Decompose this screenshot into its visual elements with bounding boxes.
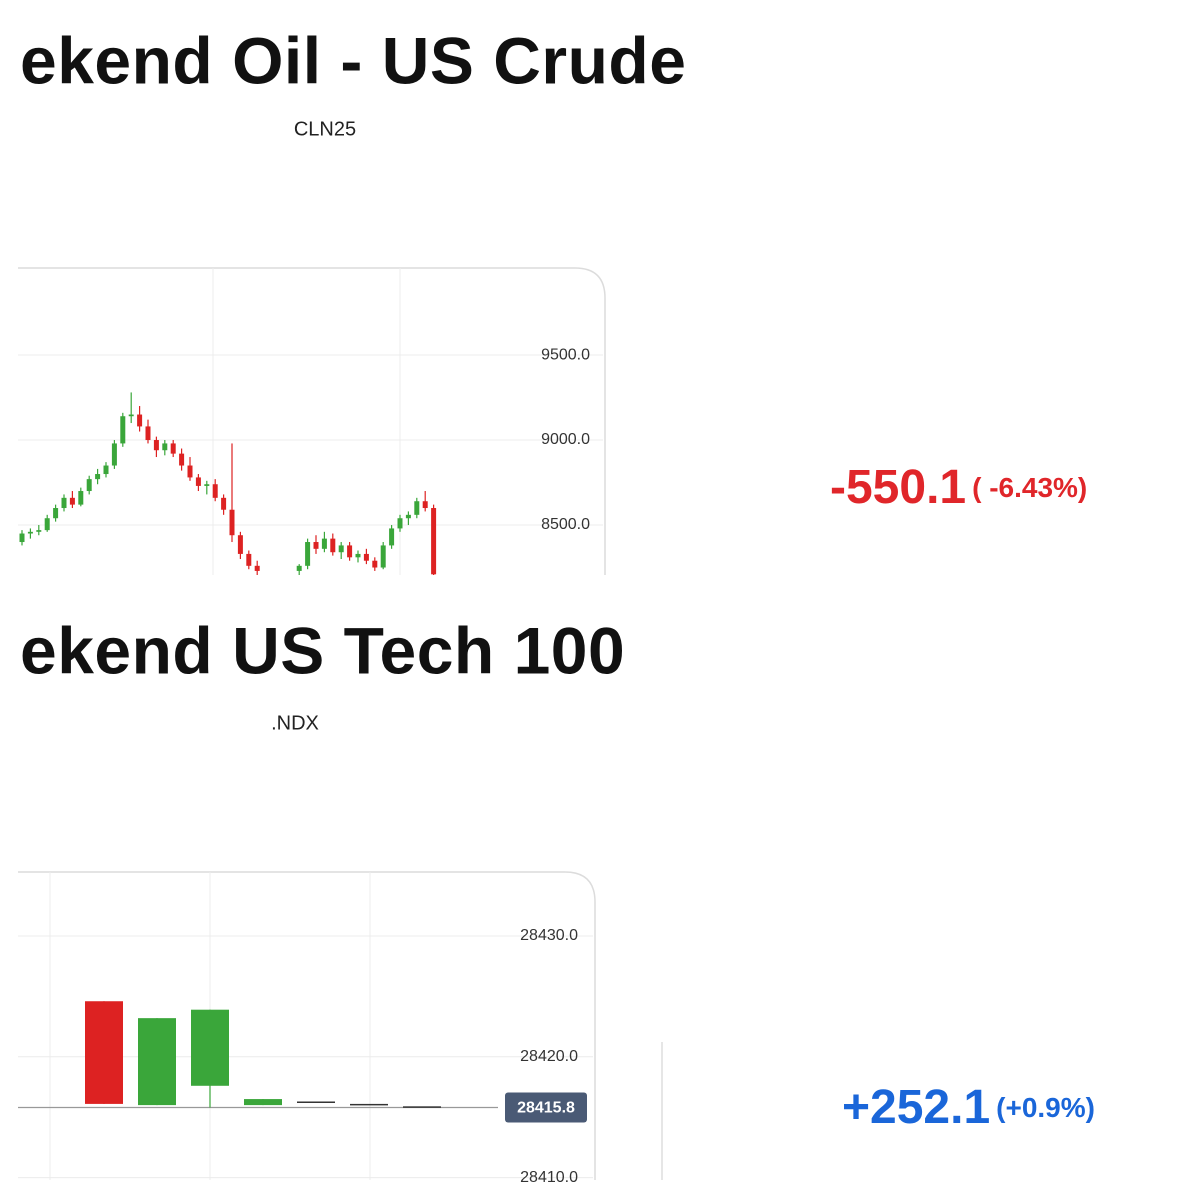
candle-body — [254, 565, 260, 571]
candle-body — [422, 501, 428, 509]
candle-body — [19, 533, 25, 543]
last-price-label: 28415.8 — [517, 1100, 575, 1117]
y-tick-label: 28420.0 — [520, 1048, 578, 1065]
candle-body — [44, 518, 50, 531]
candle-body — [296, 565, 302, 571]
candle-body — [120, 416, 126, 444]
candle-body — [297, 1101, 335, 1103]
candle-body — [27, 531, 33, 534]
candle-body — [405, 514, 411, 519]
candle-body — [204, 484, 210, 486]
candle-body — [389, 528, 395, 546]
candle-body — [221, 497, 227, 510]
candle-body — [179, 453, 185, 466]
chart-frame — [18, 871, 596, 1180]
y-tick-label: 28410.0 — [520, 1169, 578, 1186]
ticker: CLN25 — [294, 118, 356, 140]
change-percent: ( -6.43%) — [972, 472, 1087, 503]
y-tick-label: 9500.0 — [541, 346, 590, 363]
candle-body — [53, 508, 59, 519]
chart-title: ekend US Tech 100 — [20, 613, 625, 687]
chart-frame — [18, 267, 606, 575]
candle-body — [36, 530, 42, 532]
candle-body — [403, 1106, 441, 1108]
candle-body — [305, 542, 311, 566]
candle-body — [229, 509, 235, 536]
candle-body — [187, 465, 193, 478]
change-value: +252.1 — [842, 1081, 990, 1134]
plot — [18, 1001, 498, 1109]
candle-body — [128, 414, 134, 417]
candle-body — [137, 414, 143, 427]
candle-body — [244, 1099, 282, 1106]
candle-body — [111, 443, 117, 466]
candle-body — [246, 553, 252, 566]
chart-title: ekend Oil - US Crude — [20, 23, 686, 97]
last-price-box — [505, 1092, 587, 1123]
candle-body — [85, 1001, 123, 1104]
y-tick-label: 28430.0 — [520, 927, 578, 944]
y-tick-label: 8500.0 — [541, 516, 590, 533]
candle-body — [330, 538, 336, 553]
candle-body — [95, 474, 101, 480]
candle-body — [103, 465, 109, 475]
y-tick-label: 9000.0 — [541, 431, 590, 448]
change-percent: (+0.9%) — [996, 1092, 1095, 1123]
ticker: .NDX — [271, 712, 319, 734]
candle-body — [347, 545, 353, 558]
candle-body — [237, 535, 243, 554]
candle-body — [145, 426, 151, 441]
candle-body — [363, 553, 369, 561]
price-change: -550.1( -6.43%) — [830, 461, 1087, 514]
candle-body — [69, 497, 75, 505]
candle-body — [153, 440, 159, 451]
candle-body — [431, 508, 437, 575]
candle-body — [372, 560, 378, 568]
candle-body — [313, 542, 319, 549]
candle-body — [138, 1018, 176, 1106]
candle-body — [162, 443, 168, 451]
candle-body — [86, 479, 92, 492]
candle-body — [380, 545, 386, 568]
candle-body — [170, 443, 176, 454]
candle-body — [350, 1103, 388, 1106]
candle-body — [212, 484, 218, 498]
plot — [19, 392, 437, 575]
candle-body — [78, 491, 84, 505]
candle-body — [397, 518, 403, 529]
candle-body — [355, 553, 361, 558]
candle-body — [338, 545, 344, 553]
price-change: +252.1 (+0.9%) — [842, 1081, 1095, 1134]
candle-body — [414, 501, 420, 515]
candle-body — [191, 1009, 229, 1086]
candle-body — [195, 477, 201, 486]
candle-body — [321, 538, 327, 549]
change-value: -550.1 — [830, 461, 966, 514]
candle-body — [61, 497, 67, 509]
